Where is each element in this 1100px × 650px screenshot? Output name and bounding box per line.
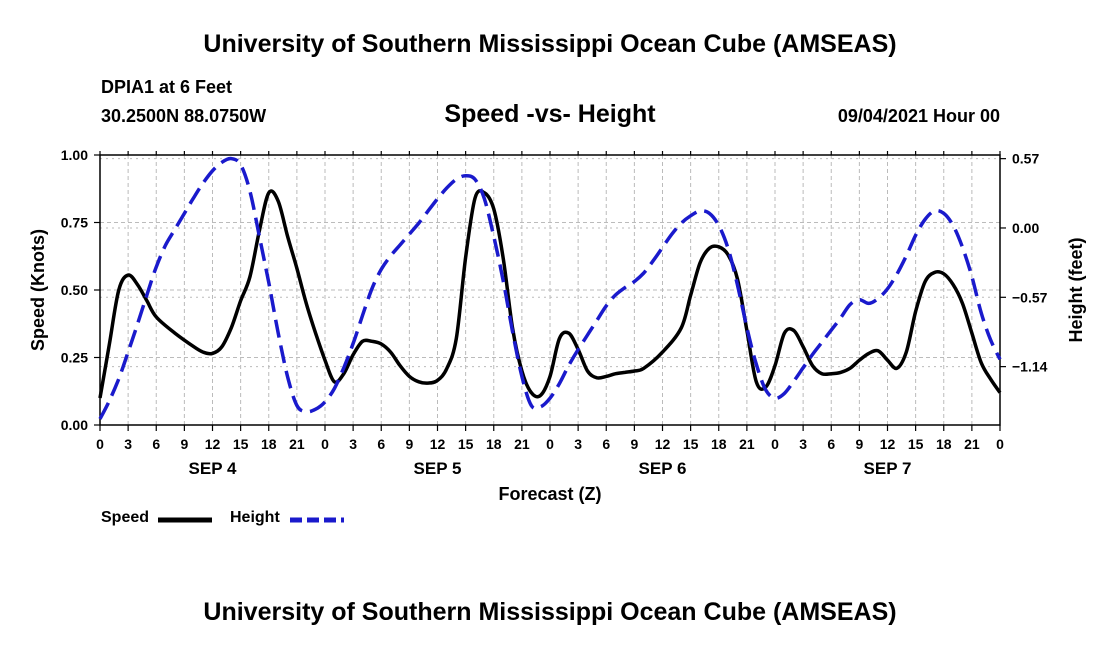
forecast-datetime: 09/04/2021 Hour 00 — [837, 106, 1000, 126]
x-tick-label: 15 — [233, 436, 249, 452]
y-tick-label: 0.50 — [61, 282, 88, 298]
speed-series-line — [98, 189, 1002, 399]
x-tick-label: 3 — [799, 436, 807, 452]
chart-title-top: University of Southern Mississippi Ocean… — [203, 30, 897, 58]
x-tick-label: 21 — [289, 436, 305, 452]
chart-subtitle: Speed -vs- Height — [444, 100, 656, 128]
x-tick-label: 3 — [124, 436, 132, 452]
x-tick-label: 9 — [630, 436, 638, 452]
y-tick-label: 0.75 — [61, 215, 88, 231]
x-tick-label: 15 — [908, 436, 924, 452]
legend-height-label: Height — [230, 509, 280, 526]
x-tick-label: 9 — [855, 436, 863, 452]
y2-tick-label: 0.00 — [1012, 220, 1039, 236]
x-tick-label: 18 — [936, 436, 952, 452]
x-tick-label: 3 — [349, 436, 357, 452]
x-tick-label: 0 — [996, 436, 1004, 452]
x-axis-label: Forecast (Z) — [498, 484, 601, 504]
x-tick-label: 0 — [546, 436, 554, 452]
x-tick-label: 15 — [683, 436, 699, 452]
series — [98, 156, 1002, 420]
y2-tick-label: −0.57 — [1012, 289, 1048, 305]
x-tick-label: 21 — [964, 436, 980, 452]
y-tick-label: 0.25 — [61, 350, 88, 366]
x-tick-label: 6 — [152, 436, 160, 452]
height-series-line — [98, 156, 1002, 420]
legend-speed-label: Speed — [101, 509, 150, 526]
day-label: SEP 4 — [189, 459, 237, 478]
grid — [100, 155, 1000, 425]
y-tick-label: 1.00 — [61, 147, 88, 163]
axis-ticks: 0 3 6 9 12 15 18 21 0 3 6 9 12 15 18 21 0 3 6 9 12 15 18 21 0 3 6 9… — [61, 147, 1048, 478]
y2-tick-label: −1.14 — [1012, 359, 1048, 375]
x-tick-label: 12 — [655, 436, 671, 452]
x-tick-label: 0 — [321, 436, 329, 452]
y-axis-label: Speed (Knots) — [28, 229, 48, 351]
x-tick-label: 12 — [205, 436, 221, 452]
x-tick-label: 15 — [458, 436, 474, 452]
x-tick-label: 6 — [377, 436, 385, 452]
x-tick-label: 6 — [602, 436, 610, 452]
x-tick-label: 18 — [261, 436, 277, 452]
chart-title-bottom: University of Southern Mississippi Ocean… — [203, 598, 897, 626]
x-tick-label: 21 — [514, 436, 530, 452]
coordinates-label: 30.2500N 88.0750W — [101, 106, 267, 126]
x-tick-label: 9 — [405, 436, 413, 452]
x-tick-label: 6 — [827, 436, 835, 452]
x-tick-label: 18 — [711, 436, 727, 452]
station-label: DPIA1 at 6 Feet — [101, 77, 233, 97]
day-label: SEP 6 — [639, 459, 687, 478]
x-tick-label: 9 — [180, 436, 188, 452]
y2-tick-label: 0.57 — [1012, 151, 1039, 167]
day-label: SEP 5 — [414, 459, 462, 478]
x-tick-label: 21 — [739, 436, 755, 452]
day-label: SEP 7 — [864, 459, 912, 478]
y2-axis-label: Height (feet) — [1066, 238, 1086, 343]
x-tick-label: 12 — [880, 436, 896, 452]
x-tick-label: 0 — [96, 436, 104, 452]
x-tick-label: 12 — [430, 436, 446, 452]
x-tick-label: 0 — [771, 436, 779, 452]
y-tick-label: 0.00 — [61, 417, 88, 433]
x-tick-label: 3 — [574, 436, 582, 452]
x-tick-label: 18 — [486, 436, 502, 452]
